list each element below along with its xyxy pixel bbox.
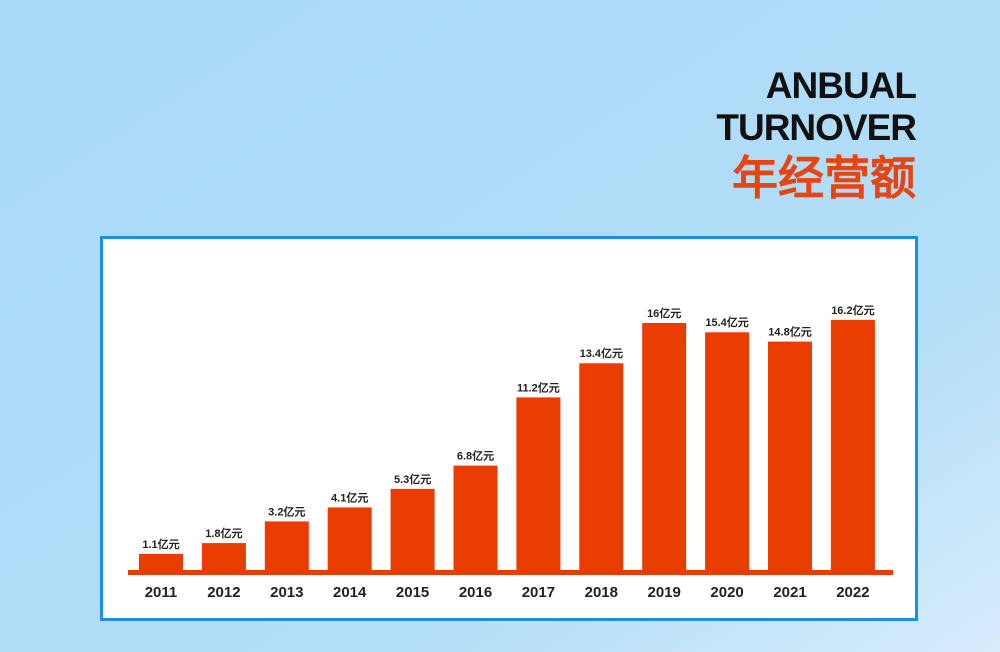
bar <box>579 363 624 571</box>
value-label: 13.4亿元 <box>580 346 623 360</box>
value-label: 1.1亿元 <box>142 537 179 551</box>
x-tick-label: 2017 <box>522 584 555 601</box>
x-tick-label: 2019 <box>648 584 681 601</box>
x-tick-label: 2020 <box>710 584 743 601</box>
bar <box>390 488 435 571</box>
x-tick-label: 2011 <box>145 584 178 601</box>
x-tick-label: 2018 <box>585 584 618 601</box>
bar <box>642 323 687 571</box>
x-tick-label: 2015 <box>396 584 429 601</box>
x-tick-label: 2013 <box>270 584 303 601</box>
value-label: 3.2亿元 <box>268 504 305 518</box>
value-label: 14.8亿元 <box>768 325 811 339</box>
bar <box>264 521 309 571</box>
bar <box>139 553 183 571</box>
baseline <box>128 570 893 575</box>
value-label: 5.3亿元 <box>394 472 431 486</box>
x-tick-label: 2012 <box>207 584 240 601</box>
bar <box>768 341 812 571</box>
x-tick-label: 2014 <box>333 584 367 601</box>
title-line: TURNOVER <box>716 107 916 148</box>
value-label: 16亿元 <box>647 306 681 320</box>
bar <box>201 543 246 571</box>
title-line: 年经营额 <box>732 152 916 204</box>
x-tick-label: 2021 <box>773 584 806 601</box>
title-line: ANBUAL <box>766 65 917 106</box>
bar <box>830 319 875 571</box>
plot: 1.1亿元 2011 1.8亿元 2012 3.2亿元 2013 4.1亿元 2014 5.3亿… <box>128 303 893 601</box>
x-tick-label: 2016 <box>459 584 492 601</box>
value-label: 15.4亿元 <box>705 315 748 329</box>
value-label: 6.8亿元 <box>457 449 494 463</box>
value-label: 16.2亿元 <box>831 303 874 317</box>
bar <box>453 465 498 571</box>
value-label: 1.8亿元 <box>205 526 242 540</box>
x-tick-label: 2022 <box>836 584 869 601</box>
bar <box>327 507 372 571</box>
bar <box>705 332 750 571</box>
value-label: 4.1亿元 <box>331 490 368 504</box>
bar <box>516 397 561 571</box>
value-label: 11.2亿元 <box>517 380 560 394</box>
